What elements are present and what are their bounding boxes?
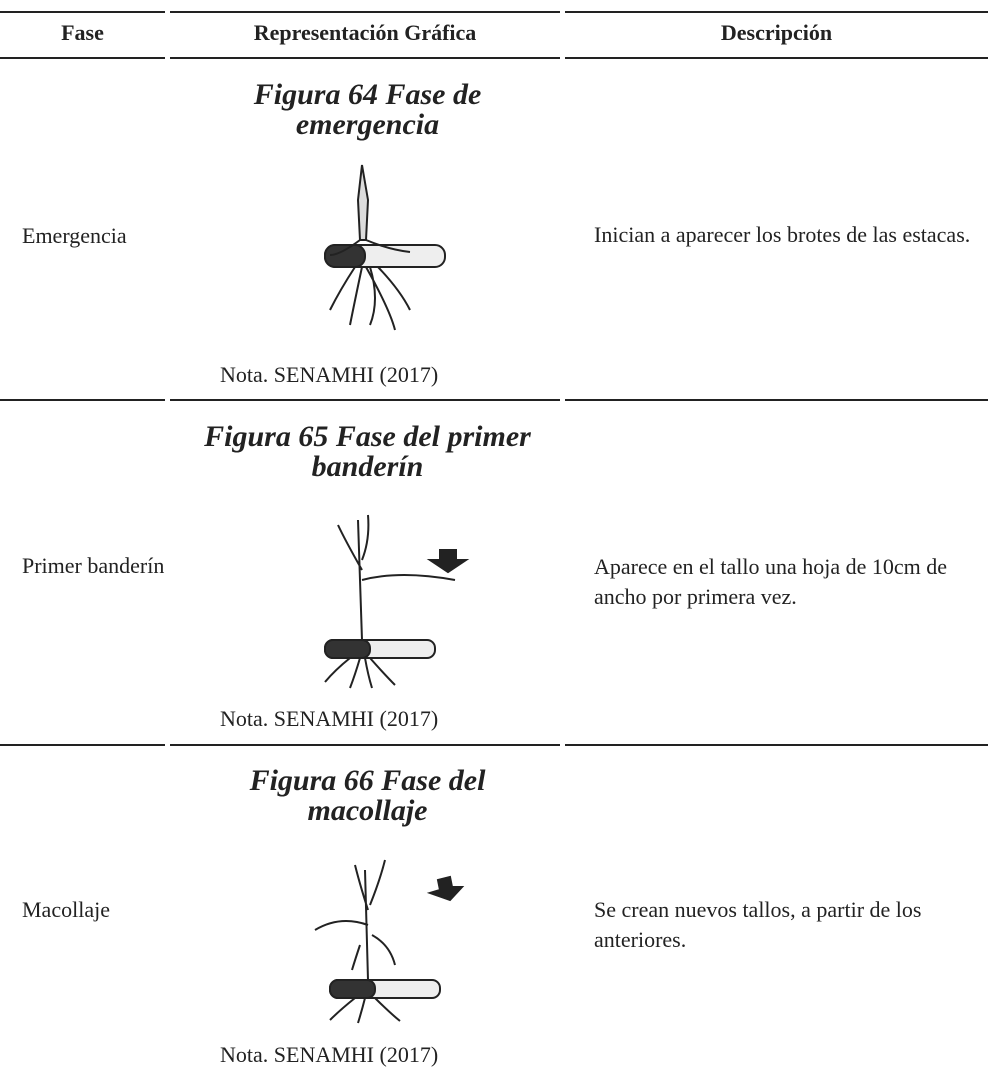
figure-title: Figura 64 Fase de emergencia bbox=[253, 78, 482, 141]
description: Se crean nuevos tallos, a partir de los … bbox=[594, 897, 922, 952]
phase-name: Emergencia bbox=[22, 223, 127, 248]
rule bbox=[565, 744, 988, 746]
figure-image bbox=[314, 859, 465, 1024]
rule bbox=[170, 57, 560, 59]
rule bbox=[0, 57, 165, 59]
description: Aparece en el tallo una hoja de 10cm de … bbox=[594, 554, 948, 609]
figure-note: Nota. SENAMHI (2017) bbox=[220, 1042, 439, 1067]
figure-image bbox=[324, 164, 446, 331]
rule bbox=[0, 399, 165, 401]
phase-name: Macollaje bbox=[22, 897, 110, 922]
figure-title: Figura 66 Fase del macollaje bbox=[249, 764, 486, 827]
rule bbox=[0, 11, 165, 13]
rule bbox=[170, 399, 560, 401]
figure-title: Figura 65 Fase del primer banderín bbox=[204, 420, 531, 483]
rule bbox=[565, 57, 988, 59]
description: Inician a aparecer los brotes de las est… bbox=[594, 222, 971, 247]
rule bbox=[170, 11, 560, 13]
phase-name: Primer banderín bbox=[22, 553, 165, 578]
header-cell: Descripción bbox=[720, 20, 833, 45]
figure-note: Nota. SENAMHI (2017) bbox=[220, 362, 439, 387]
rule bbox=[565, 11, 988, 13]
header-cell: Representación Gráfica bbox=[253, 20, 477, 45]
figure-note: Nota. SENAMHI (2017) bbox=[220, 706, 439, 731]
header-cell: Fase bbox=[61, 20, 104, 45]
rule bbox=[0, 744, 165, 746]
rule bbox=[170, 744, 560, 746]
figure-image bbox=[324, 514, 470, 689]
rule bbox=[565, 399, 988, 401]
